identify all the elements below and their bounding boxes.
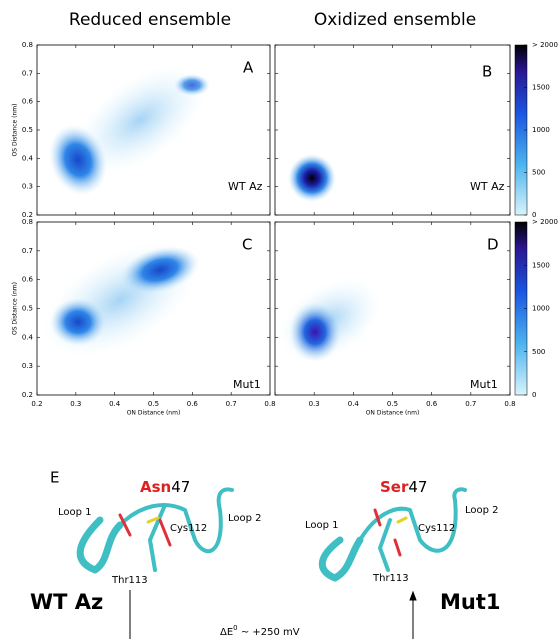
loop-label: Loop 1 <box>58 507 92 518</box>
residue-tag: Cys112 <box>170 523 207 534</box>
colorbar-label: 500 <box>532 348 545 356</box>
panel-letter: C <box>242 236 252 254</box>
x-tick-label: 0.6 <box>426 400 438 408</box>
panel-letter: E <box>50 469 59 487</box>
colorbar-label: 1000 <box>532 126 550 134</box>
panel-label: Mut1 <box>233 378 261 391</box>
x-tick-label: 0.5 <box>148 400 159 408</box>
y-tick-label: 0.2 <box>22 391 33 399</box>
panel-letter: D <box>487 236 499 254</box>
delta-sup: 0 <box>233 624 237 632</box>
residue-tag: Thr113 <box>111 575 148 586</box>
x-tick-label: 0.3 <box>70 400 81 408</box>
residue-number: 47 <box>408 478 427 496</box>
colorbar-label: > 2000 <box>532 218 558 226</box>
colorbar-label: 1000 <box>532 305 550 313</box>
molecule-mut <box>319 487 467 582</box>
x-tick-label: 0.7 <box>226 400 237 408</box>
y-tick-label: 0.8 <box>22 41 33 49</box>
residue-label: Ser47 <box>380 478 427 496</box>
molecule-wt <box>76 487 234 574</box>
y-tick-label: 0.6 <box>22 98 34 106</box>
panel-label: WT Az <box>228 180 263 193</box>
y-tick-label: 0.5 <box>22 305 33 313</box>
residue: Asn <box>140 478 171 496</box>
x-tick-label: 0.2 <box>31 400 42 408</box>
y-tick-label: 0.3 <box>22 183 33 191</box>
loop-label: Loop 2 <box>465 505 499 516</box>
residue: Ser <box>380 478 409 496</box>
construct-name: WT Az <box>30 590 103 614</box>
delta-e: ΔE0 ~ +250 mV <box>220 624 300 638</box>
y-tick-label: 0.6 <box>22 276 34 284</box>
colorbar-label: 0 <box>532 391 536 399</box>
y-axis-label: OS Distance (nm) <box>12 282 19 335</box>
y-tick-label: 0.4 <box>22 333 34 341</box>
y-tick-label: 0.5 <box>22 126 33 134</box>
delta-symbol: ΔE <box>220 627 233 638</box>
construct-name: Mut1 <box>440 590 501 614</box>
panel-letter: A <box>243 59 254 77</box>
panel-label: Mut1 <box>470 378 498 391</box>
y-tick-label: 0.8 <box>22 218 33 226</box>
arrows <box>129 590 417 639</box>
y-tick-label: 0.7 <box>22 69 33 77</box>
x-tick-label: 0.8 <box>504 400 515 408</box>
y-axis-label: OS Distance (nm) <box>12 104 19 157</box>
x-tick-label: 0.7 <box>465 400 476 408</box>
column-title: Oxidized ensemble <box>314 10 476 30</box>
colorbar-label: 1500 <box>532 261 550 269</box>
y-tick-label: 0.2 <box>22 211 33 219</box>
x-tick-label: 0.8 <box>264 400 275 408</box>
residue-label: Asn47 <box>140 478 190 496</box>
column-title: Reduced ensemble <box>69 10 231 30</box>
loop-label: Loop 2 <box>228 513 262 524</box>
colorbar-label: 0 <box>532 211 536 219</box>
x-tick-label: 0.4 <box>348 400 360 408</box>
x-axis-label: ON Distance (nm) <box>366 410 420 417</box>
residue-number: 47 <box>171 478 190 496</box>
residue-tag: Thr113 <box>372 573 409 584</box>
residue-tag: Cys112 <box>418 523 455 534</box>
x-axis-label: ON Distance (nm) <box>127 410 181 417</box>
y-tick-label: 0.4 <box>22 154 34 162</box>
colorbar-label: 500 <box>532 169 545 177</box>
delta-text: ~ +250 mV <box>238 627 300 638</box>
colorbar-label: > 2000 <box>532 41 558 49</box>
heatmap-blobs <box>43 65 381 362</box>
x-tick-label: 0.6 <box>187 400 199 408</box>
x-tick-label: 0.4 <box>109 400 121 408</box>
loop-label: Loop 1 <box>305 520 339 531</box>
colorbar-label: 1500 <box>532 84 550 92</box>
panel-letter: B <box>482 63 492 81</box>
panel-label: WT Az <box>470 180 505 193</box>
y-tick-label: 0.3 <box>22 362 33 370</box>
x-tick-label: 0.5 <box>387 400 398 408</box>
y-tick-label: 0.7 <box>22 247 33 255</box>
x-tick-label: 0.3 <box>309 400 320 408</box>
